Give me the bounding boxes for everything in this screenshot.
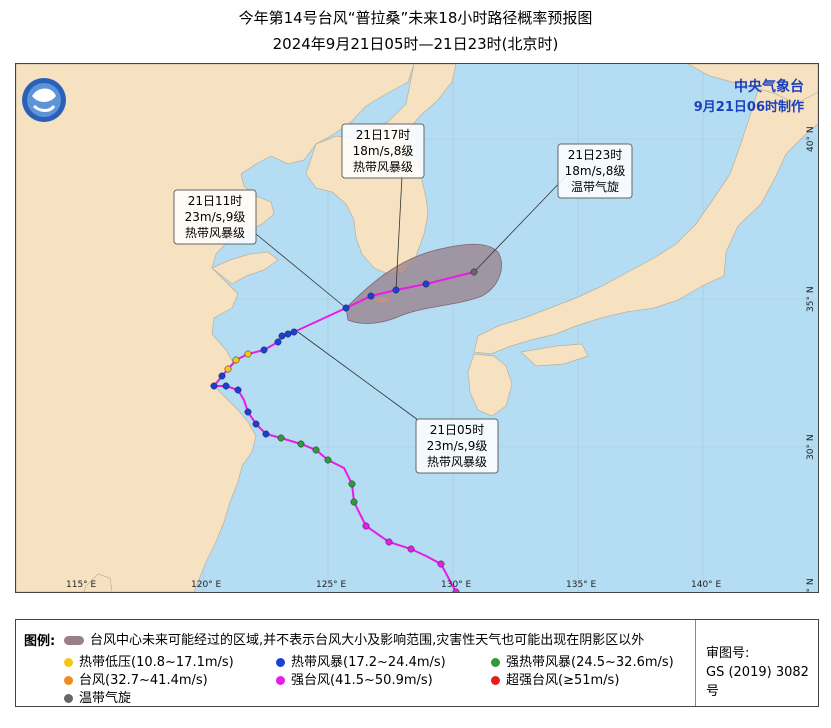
track-point [277,434,285,442]
svg-text:热带风暴级: 热带风暴级 [353,160,413,174]
track-points [210,268,478,592]
track-point [342,304,350,312]
issue-time: 9月21日06时制作 [693,100,804,115]
svg-text:温带气旋: 温带气旋 [571,179,619,194]
track-point [218,372,226,380]
axis-labels: 115° E 120° E 125° E 130° E 135° E 140° … [66,126,816,592]
review-label: 审图号: [706,646,750,661]
track-point [210,382,218,390]
forecast-label-11h: 21日11时 23m/s,9级 热带风暴级 [173,189,257,245]
japan-kyushu [467,353,513,417]
svg-text:21日23时: 21日23时 [568,148,623,162]
lon-label: 130° E [441,580,472,590]
legend-panel: 图例: 台风中心未来可能经过的区域,并不表示台风大小及影响范围,灾害性天气也可能… [15,619,819,707]
track-point [407,545,415,553]
track-point [350,498,358,506]
tropical-storm-icon [276,658,285,667]
legend-item: 热带低压(10.8~17.1m/s) [64,651,234,670]
track-point [470,268,478,276]
legend-cone-entry: 台风中心未来可能经过的区域,并不表示台风大小及影响范围,灾害性天气也可能出现在阴… [64,629,644,648]
review-number: GS (2019) 3082号 [706,665,809,699]
taiwan-island [83,573,113,592]
track-point [224,365,232,373]
track-point [437,560,445,568]
legend-cone-text: 台风中心未来可能经过的区域,并不表示台风大小及影响范围,灾害性天气也可能出现在阴… [90,633,645,648]
lat-label: 35° N [806,286,816,312]
lat-label: 25° N [806,578,816,592]
tropical-depression-icon [64,658,73,667]
svg-text:热带风暴级: 热带风暴级 [427,455,487,469]
cone-swatch-icon [64,636,84,645]
track-point [234,386,242,394]
map-subtitle: 2024年9月21日05时—21日23时(北京时) [272,35,559,53]
track-point [385,538,393,546]
legend-item: 强台风(41.5~50.9m/s) [276,669,433,688]
severe-typhoon-icon [276,676,285,685]
lon-label: 125° E [316,580,347,590]
track-point [260,346,268,354]
cma-logo-icon [22,78,66,122]
track-point [262,430,270,438]
svg-text:23m/s,9级: 23m/s,9级 [185,210,246,224]
svg-text:23m/s,9级: 23m/s,9级 [427,439,488,453]
svg-text:18m/s,8级: 18m/s,8级 [353,144,414,158]
svg-text:热带风暴级: 热带风暴级 [185,226,245,240]
agency-name: 中央气象台 [734,79,804,95]
track-point [290,328,298,336]
svg-text:21日11时: 21日11时 [188,194,243,208]
svg-text:18m/s,8级: 18m/s,8级 [565,164,626,178]
legend-title: 图例: [24,634,56,649]
typhoon-map: 115° E 120° E 125° E 130° E 135° E 140° … [15,63,819,593]
track-point [284,330,292,338]
map-title: 今年第14号台风“普拉桑”未来18小时路径概率预报图 [238,9,593,27]
extratropical-cyclone-icon [64,694,73,703]
legend-item: 热带风暴(17.2~24.4m/s) [276,651,446,670]
track-point [392,286,400,294]
track-point [274,338,282,346]
track-point [244,408,252,416]
track-point [252,420,260,428]
legend-item: 强热带风暴(24.5~32.6m/s) [491,651,674,670]
track-point [324,456,332,464]
lat-label: 30° N [806,434,816,460]
lon-label: 140° E [691,580,722,590]
svg-text:21日17时: 21日17时 [356,128,411,142]
lat-label: 40° N [806,126,816,152]
track-point [222,382,230,390]
japan-hokkaido [687,64,818,105]
shandong-peninsula [211,251,279,285]
track-point [244,350,252,358]
track-point [312,446,320,454]
china-land [16,64,415,592]
super-typhoon-icon [491,676,500,685]
track-point [278,332,286,340]
legend-divider [695,620,696,706]
svg-text:21日05时: 21日05时 [430,423,485,437]
severe-tropical-storm-icon [491,658,500,667]
legend-item: 台风(32.7~41.4m/s) [64,669,208,688]
track-point [422,280,430,288]
track-point [297,440,305,448]
lon-label: 120° E [191,580,222,590]
track-point [348,480,356,488]
typhoon-icon [64,676,73,685]
track-point [367,292,375,300]
track-point [362,522,370,530]
japan-shikoku [520,343,589,367]
map-canvas: 115° E 120° E 125° E 130° E 135° E 140° … [16,64,818,592]
forecast-label-17h: 21日17时 18m/s,8级 热带风暴级 [341,123,425,179]
lon-label: 135° E [566,580,597,590]
track-point [232,356,240,364]
callout-lines [255,173,569,421]
forecast-label-05h: 21日05时 23m/s,9级 热带风暴级 [415,418,499,474]
legend-item: 温带气旋 [64,687,131,706]
lon-label: 115° E [66,580,97,590]
legend-item: 超强台风(≥51m/s) [491,669,619,688]
forecast-label-23h: 21日23时 18m/s,8级 温带气旋 [557,143,633,199]
